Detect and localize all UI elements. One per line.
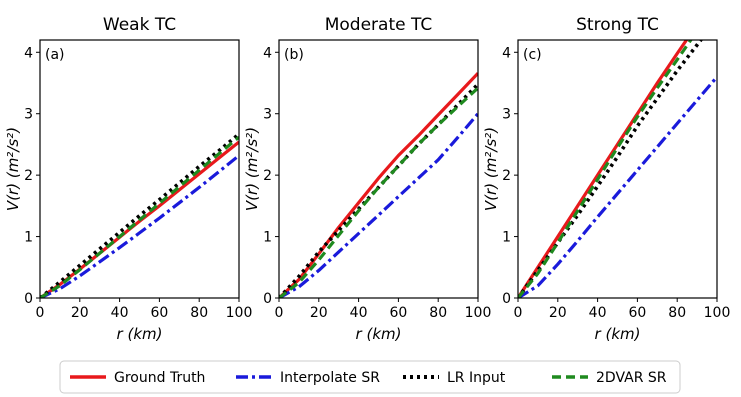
y-tick-label: 0 bbox=[263, 291, 272, 307]
y-tick-label: 4 bbox=[502, 45, 511, 61]
y-tick-label: 4 bbox=[24, 45, 33, 61]
x-tick-label: 100 bbox=[465, 305, 492, 321]
legend-item-twodvar-sr: 2DVAR SR bbox=[552, 370, 667, 386]
y-tick-label: 0 bbox=[502, 291, 511, 307]
x-axis-label: r (km) bbox=[117, 325, 163, 343]
x-tick-label: 40 bbox=[589, 305, 607, 321]
series-line-interpolate-sr bbox=[279, 112, 478, 298]
x-tick-label: 60 bbox=[389, 305, 407, 321]
series-line-twodvar-sr bbox=[518, 40, 693, 298]
y-tick-label: 0 bbox=[24, 291, 33, 307]
y-tick-label: 2 bbox=[24, 168, 33, 184]
x-tick-label: 20 bbox=[71, 305, 89, 321]
x-tick-label: 20 bbox=[549, 305, 567, 321]
x-tick-label: 100 bbox=[226, 305, 253, 321]
series-line-twodvar-sr bbox=[40, 135, 239, 298]
y-tick-label: 4 bbox=[263, 45, 272, 61]
legend-item-interpolate-sr: Interpolate SR bbox=[236, 370, 380, 386]
x-tick-label: 0 bbox=[275, 305, 284, 321]
x-tick-label: 80 bbox=[668, 305, 686, 321]
panel-title: Weak TC bbox=[103, 15, 176, 35]
panel-1: Weak TC 0 20 40 60 80 100 0 1 2 3 4 r (km) V(r) (m²/s… bbox=[4, 15, 252, 343]
x-tick-label: 0 bbox=[36, 305, 45, 321]
axes-frame bbox=[517, 39, 718, 299]
x-tick-label: 80 bbox=[190, 305, 208, 321]
x-tick-label: 0 bbox=[514, 305, 523, 321]
panel-label: (b) bbox=[284, 47, 304, 63]
x-tick-label: 20 bbox=[310, 305, 328, 321]
axes-frame bbox=[278, 39, 479, 299]
legend-item-lr-input: LR Input bbox=[403, 370, 506, 386]
y-axis-label: V(r) (m²/s²) bbox=[243, 127, 261, 211]
x-axis-label: r (km) bbox=[356, 325, 402, 343]
series-line-lr-input bbox=[279, 82, 478, 298]
x-axis-label: r (km) bbox=[595, 325, 641, 343]
axes-frame bbox=[39, 39, 240, 299]
series-line-lr-input bbox=[40, 132, 239, 298]
legend: Ground Truth Interpolate SR LR Input 2DVAR … bbox=[59, 360, 681, 394]
panel-3: Strong TC 0 20 40 60 80 100 0 1 2 3 4 r (km) V(r) (m²… bbox=[482, 15, 731, 343]
y-axis-label: V(r) (m²/s²) bbox=[4, 127, 22, 211]
series-line-lr-input bbox=[518, 40, 704, 298]
x-tick-label: 60 bbox=[628, 305, 646, 321]
x-tick-label: 40 bbox=[350, 305, 368, 321]
series-line-twodvar-sr bbox=[279, 86, 478, 298]
x-tick-label: 100 bbox=[704, 305, 731, 321]
y-tick-label: 2 bbox=[263, 168, 272, 184]
y-axis-label: V(r) (m²/s²) bbox=[482, 127, 500, 211]
y-tick-label: 3 bbox=[263, 107, 272, 123]
y-tick-label: 2 bbox=[502, 168, 511, 184]
y-tick-label: 3 bbox=[502, 107, 511, 123]
y-tick-label: 1 bbox=[502, 230, 511, 246]
legend-frame bbox=[59, 360, 681, 394]
y-tick-label: 3 bbox=[24, 107, 33, 123]
series-line-interpolate-sr bbox=[518, 75, 717, 298]
legend-label: LR Input bbox=[447, 370, 506, 386]
y-tick-label: 1 bbox=[24, 230, 33, 246]
panel-2: Moderate TC 0 20 40 60 80 100 0 1 2 3 4 r (km) V(r) (… bbox=[243, 15, 491, 343]
x-tick-label: 40 bbox=[111, 305, 129, 321]
series-line-ground-truth bbox=[518, 40, 689, 298]
legend-label: Interpolate SR bbox=[280, 370, 380, 386]
series-line-ground-truth bbox=[279, 72, 478, 298]
x-tick-label: 60 bbox=[150, 305, 168, 321]
legend-label: Ground Truth bbox=[114, 370, 205, 386]
x-tick-label: 80 bbox=[429, 305, 447, 321]
panel-title: Strong TC bbox=[576, 15, 659, 35]
legend-label: 2DVAR SR bbox=[596, 370, 667, 386]
legend-item-ground-truth: Ground Truth bbox=[70, 370, 205, 386]
panel-title: Moderate TC bbox=[325, 15, 433, 35]
panel-label: (c) bbox=[523, 47, 542, 63]
series-line-ground-truth bbox=[40, 140, 239, 298]
series-line-interpolate-sr bbox=[40, 154, 239, 298]
panel-label: (a) bbox=[45, 47, 65, 63]
y-tick-label: 1 bbox=[263, 230, 272, 246]
